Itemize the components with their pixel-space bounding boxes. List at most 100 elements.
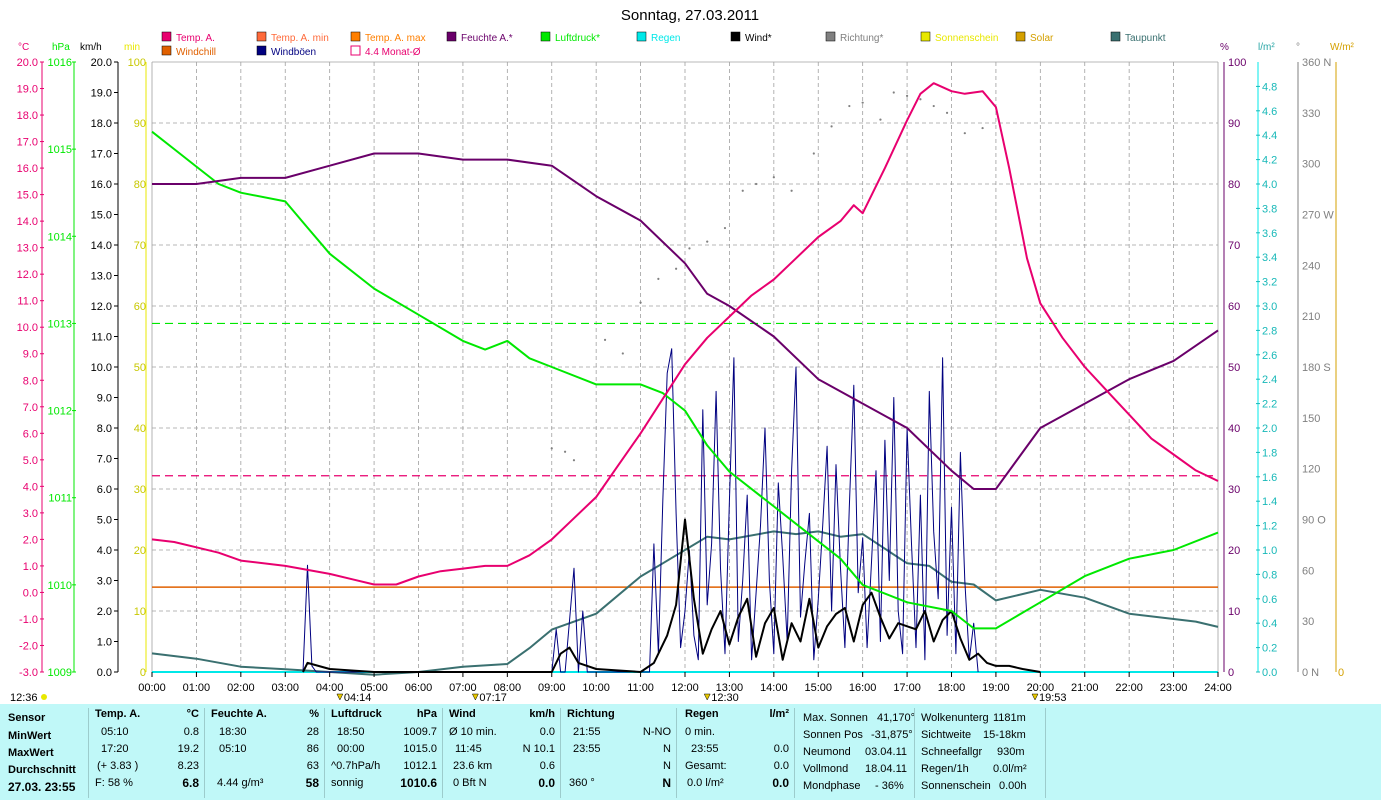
tick-rain-1: 4.6: [1262, 106, 1277, 118]
tick-rain-20: 0.8: [1262, 569, 1277, 581]
tick-pct-4: 60: [1228, 301, 1240, 313]
stats-wind-avg: 0.6: [539, 760, 555, 772]
tick-temp-0: 20.0: [17, 57, 38, 69]
unit-wind: km/h: [80, 42, 102, 53]
tick-pct-7: 30: [1228, 484, 1240, 496]
x-tick-14: 14:00: [760, 682, 788, 694]
stats-misc-label-2: Schneefallgr: [921, 746, 983, 758]
tick-solar-0: 0: [1338, 667, 1344, 679]
tick-rain-11: 2.6: [1262, 350, 1277, 362]
x-tick-23: 23:00: [1160, 682, 1188, 694]
tick-rain-7: 3.4: [1262, 252, 1277, 264]
time-marker-3: [1031, 693, 1039, 701]
tick-temp-14: 6.0: [23, 428, 38, 440]
tick-wind-20: 0.0: [97, 667, 112, 679]
tick-wind-0: 20.0: [91, 57, 112, 69]
point-richtung-22: [919, 98, 922, 101]
tick-min-7: 30: [134, 484, 146, 496]
point-richtung-2: [572, 459, 576, 462]
stats-header-temp: Temp. A.: [95, 708, 141, 720]
tick-deg-7: 150: [1302, 413, 1320, 425]
stats-misc-column: Wolkenunterg 1181m Sichtweite 15-18km Sc…: [914, 708, 1046, 798]
unit-pressure: hPa: [52, 42, 70, 53]
tick-temp-18: 2.0: [23, 534, 38, 546]
stats-press-trend: ^0.7hPa/h: [331, 760, 381, 772]
point-richtung-5: [639, 301, 642, 304]
weather-chart: Sonntag, 27.03.2011 Temp. A. Temp. A. min…: [10, 7, 1355, 704]
point-richtung-6: [657, 277, 660, 280]
point-richtung-8: [688, 247, 691, 250]
x-tick-1: 01:00: [183, 682, 211, 694]
point-richtung-3: [603, 338, 607, 341]
stats-temp-column: Temp. A. °C 05:10 0.8 17:20 19.2 (+ 3.83…: [88, 708, 205, 798]
stats-unit-temp: °C: [186, 708, 199, 720]
tick-min-6: 40: [134, 423, 146, 435]
tick-deg-1: 330: [1302, 108, 1320, 120]
tick-min-0: 100: [128, 57, 146, 69]
stats-misc-value-0: 1181m: [993, 712, 1026, 724]
point-richtung-13: [772, 176, 775, 179]
tick-pressure-4: 1012: [48, 406, 72, 418]
stats-temp-avg-diff: (+ 3.83 ): [97, 760, 139, 772]
tick-rain-10: 2.8: [1262, 325, 1277, 337]
unit-solar: W/m²: [1330, 42, 1355, 53]
statistics-panel: Sensor MinWert MaxWert Durchschnitt 27.0…: [0, 704, 1381, 800]
stats-press-footer-b: 1010.6: [400, 776, 437, 790]
stats-hum-avg: 63: [306, 760, 319, 772]
stats-wind-distance: 23.6 km: [453, 760, 493, 772]
stats-unit-rain: l/m²: [769, 708, 789, 720]
legend-label-7: Richtung*: [840, 33, 883, 44]
stats-misc-value-1: 15-18km: [983, 729, 1026, 741]
stats-label-avg: Durchschnitt: [8, 764, 76, 776]
tick-min-1: 90: [134, 118, 146, 130]
stats-header-humidity: Feuchte A.: [211, 708, 267, 720]
tick-wind-6: 14.0: [91, 240, 112, 252]
tick-wind-10: 10.0: [91, 362, 112, 374]
point-richtung-9: [706, 240, 709, 243]
point-richtung-1: [563, 450, 567, 453]
tick-wind-14: 6.0: [97, 484, 112, 496]
unit-rain: l/m²: [1258, 42, 1275, 53]
x-tick-6: 06:00: [405, 682, 433, 694]
tick-rain-16: 1.6: [1262, 472, 1277, 484]
tick-deg-4: 240: [1302, 260, 1320, 272]
tick-pressure-3: 1013: [48, 318, 72, 330]
tick-deg-5: 210: [1302, 311, 1320, 323]
stats-sensor-column: Sensor MinWert MaxWert Durchschnitt 27.0…: [0, 708, 88, 798]
tick-temp-3: 17.0: [17, 137, 38, 149]
tick-min-5: 50: [134, 362, 146, 374]
stats-header-sensor: Sensor: [8, 712, 46, 724]
stats-rain-footer-a: 0.0 l/m²: [687, 777, 724, 789]
tick-temp-13: 7.0: [23, 402, 38, 414]
point-richtung-12: [754, 182, 758, 186]
tick-min-8: 20: [134, 545, 146, 557]
legend-swatch-2: [350, 31, 361, 42]
tick-rain-19: 1.0: [1262, 545, 1277, 557]
tick-rain-4: 4.0: [1262, 179, 1277, 191]
time-marker-0: [336, 693, 344, 701]
x-tick-5: 05:00: [360, 682, 388, 694]
tick-rain-22: 0.4: [1262, 618, 1277, 630]
stats-sun-label-2: Neumond: [803, 746, 851, 758]
tick-wind-2: 18.0: [91, 118, 112, 130]
stats-header-direction: Richtung: [567, 708, 615, 720]
tick-wind-5: 15.0: [91, 210, 112, 222]
tick-temp-17: 3.0: [23, 508, 38, 520]
stats-sun-value-3: 18.04.11: [865, 763, 908, 775]
stats-direction-column: Richtung 21:55 N-NO 23:55 N N 360 ° N: [560, 708, 677, 798]
legend-label-10: Taupunkt: [1125, 33, 1166, 44]
x-tick-18: 18:00: [938, 682, 966, 694]
point-richtung-7: [675, 267, 678, 270]
tick-temp-15: 5.0: [23, 455, 38, 467]
tick-wind-11: 9.0: [97, 393, 112, 405]
stats-temp-avg: 8.23: [177, 760, 199, 772]
stats-rain-column: Regen l/m² 0 min. 23:55 0.0 Gesamt: 0.0 …: [676, 708, 795, 798]
legend-swatch-1: [256, 31, 267, 42]
tick-wind-13: 7.0: [97, 454, 112, 466]
point-richtung-24: [945, 111, 949, 114]
legend-label-2: Temp. A. max: [365, 33, 426, 44]
tick-temp-5: 15.0: [17, 190, 38, 202]
tick-temp-6: 14.0: [17, 216, 38, 228]
stats-sun-value-1: -31,875°: [871, 729, 913, 741]
tick-temp-8: 12.0: [17, 269, 38, 281]
